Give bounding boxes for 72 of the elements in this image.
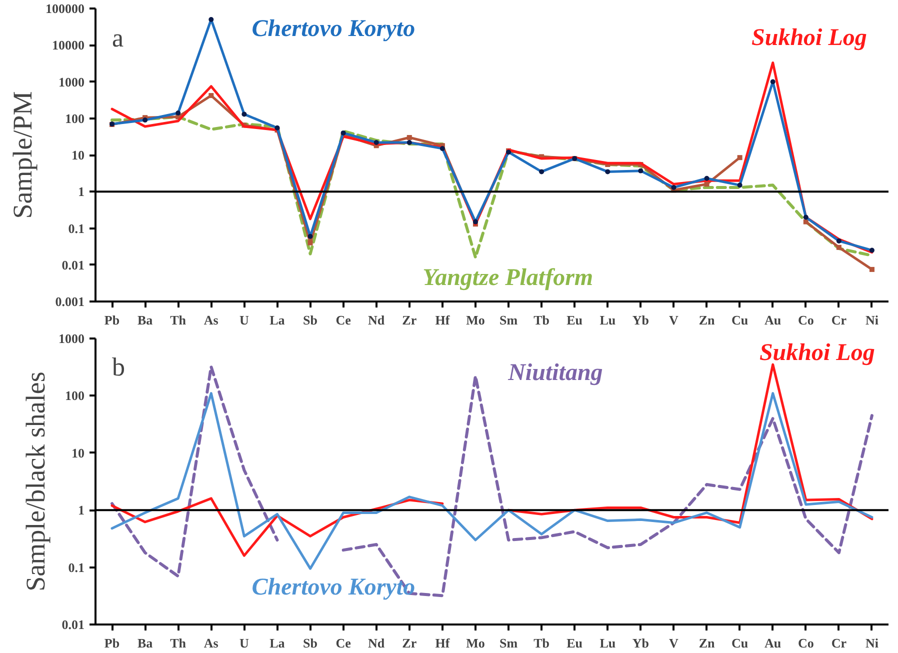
- x-tick-label: Zn: [698, 636, 716, 650]
- x-tick-label: Co: [798, 312, 814, 328]
- y-tick-label: 1000: [58, 331, 84, 346]
- x-tick-label: Ni: [865, 312, 879, 328]
- x-tick-label: Au: [764, 636, 782, 650]
- x-tick-label: Tb: [534, 312, 550, 328]
- annotation: a: [112, 23, 124, 52]
- x-tick-label: Hf: [435, 312, 450, 328]
- x-tick-label: Cr: [831, 312, 847, 328]
- y-tick-label: 100: [65, 388, 84, 404]
- x-tick-label: La: [270, 312, 286, 328]
- x-tick-label: Sm: [499, 312, 518, 328]
- x-tick-label: Th: [170, 636, 187, 650]
- x-tick-label: V: [669, 312, 680, 328]
- series-label: Sukhoi Log: [752, 24, 867, 51]
- x-tick-label: Mo: [466, 636, 485, 650]
- y-axis-title: Sample/PM: [8, 91, 38, 219]
- x-tick-label: La: [270, 636, 286, 650]
- x-tick-label: Sb: [303, 636, 318, 650]
- x-tick-label: Eu: [566, 312, 583, 328]
- y-tick-label: 100000: [46, 1, 84, 16]
- x-tick-label: Ce: [336, 312, 352, 328]
- x-tick-label: Ba: [137, 312, 154, 328]
- x-tick-label: Pb: [104, 312, 120, 328]
- x-tick-label: Cu: [732, 312, 748, 328]
- x-tick-label: Sb: [303, 312, 318, 328]
- x-tick-label: Hf: [435, 636, 450, 650]
- y-tick-label: 1: [78, 502, 84, 518]
- x-tick-label: U: [239, 312, 250, 328]
- x-tick-label: Zr: [402, 636, 417, 650]
- series-label: Niutitang: [507, 360, 603, 386]
- x-tick-label: Yb: [632, 636, 650, 650]
- annotation: b: [112, 352, 126, 382]
- x-tick-label: As: [204, 312, 218, 328]
- x-tick-label: Lu: [600, 636, 616, 650]
- y-tick-label: 1: [78, 184, 84, 200]
- series-label: Yangtze Platform: [422, 265, 594, 292]
- y-tick-label: 100: [65, 110, 84, 126]
- x-tick-label: Mo: [466, 312, 485, 328]
- y-axis-title: Sample/black shales: [20, 372, 50, 592]
- x-tick-label: Ce: [336, 636, 352, 650]
- x-tick-label: Au: [764, 312, 782, 328]
- x-tick-label: U: [239, 636, 250, 650]
- x-tick-label: Ni: [865, 636, 879, 650]
- y-tick-label: 1000: [58, 74, 84, 90]
- x-tick-label: Nd: [368, 636, 386, 650]
- x-tick-label: Lu: [600, 312, 616, 328]
- y-tick-label: 0.001: [55, 294, 84, 309]
- x-tick-label: Cu: [732, 636, 748, 650]
- x-tick-label: Eu: [566, 636, 583, 650]
- x-tick-label: As: [204, 636, 218, 650]
- x-tick-label: Sm: [499, 636, 518, 650]
- x-tick-label: V: [669, 636, 680, 650]
- series-label: Chertovo Koryto: [252, 16, 416, 42]
- y-tick-label: 10: [72, 148, 84, 162]
- y-tick-label: 0.01: [62, 257, 84, 272]
- x-tick-label: Ba: [137, 636, 154, 650]
- x-tick-label: Cr: [831, 636, 847, 650]
- series-label: Sukhoi Log: [759, 340, 875, 366]
- x-tick-label: Th: [170, 312, 187, 328]
- y-tick-label: 0.1: [68, 220, 84, 236]
- x-tick-label: Pb: [104, 636, 120, 650]
- x-tick-label: Nd: [368, 312, 386, 328]
- y-tick-label: 10000: [52, 38, 84, 53]
- x-tick-label: Zr: [402, 312, 417, 328]
- x-tick-label: Yb: [632, 312, 650, 328]
- x-tick-label: Zn: [698, 312, 716, 328]
- x-tick-label: Co: [798, 636, 814, 650]
- y-tick-label: 0.01: [62, 617, 84, 632]
- y-tick-label: 10: [72, 445, 84, 460]
- x-tick-label: Tb: [534, 636, 550, 650]
- y-tick-label: 0.1: [68, 560, 84, 575]
